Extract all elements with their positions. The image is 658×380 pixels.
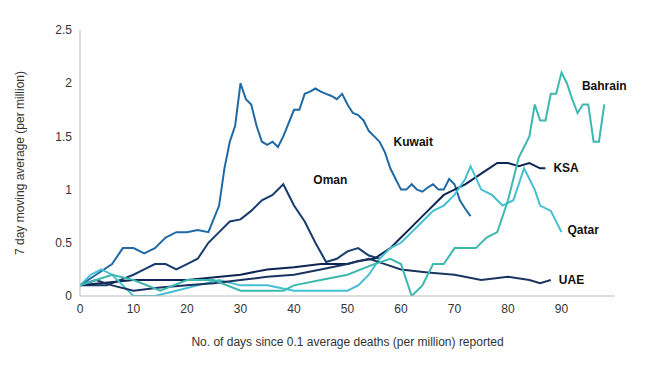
svg-text:1: 1 bbox=[65, 183, 72, 197]
svg-text:Kuwait: Kuwait bbox=[394, 135, 433, 149]
svg-text:Qatar: Qatar bbox=[568, 223, 600, 237]
svg-text:40: 40 bbox=[287, 302, 301, 316]
svg-text:20: 20 bbox=[180, 302, 194, 316]
svg-text:2.5: 2.5 bbox=[55, 23, 72, 37]
svg-text:0: 0 bbox=[65, 289, 72, 303]
svg-text:50: 50 bbox=[341, 302, 355, 316]
svg-text:0.5: 0.5 bbox=[55, 236, 72, 250]
svg-text:0: 0 bbox=[77, 302, 84, 316]
svg-text:KSA: KSA bbox=[553, 161, 579, 175]
svg-text:Oman: Oman bbox=[313, 173, 347, 187]
svg-text:90: 90 bbox=[555, 302, 569, 316]
svg-text:No. of days since 0.1 average: No. of days since 0.1 average deaths (pe… bbox=[191, 335, 503, 349]
svg-text:2: 2 bbox=[65, 76, 72, 90]
svg-text:UAE: UAE bbox=[559, 273, 584, 287]
svg-text:30: 30 bbox=[234, 302, 248, 316]
svg-text:70: 70 bbox=[448, 302, 462, 316]
svg-text:80: 80 bbox=[501, 302, 515, 316]
svg-text:1.5: 1.5 bbox=[55, 130, 72, 144]
svg-text:7 day moving average (per mill: 7 day moving average (per million) bbox=[13, 71, 27, 255]
svg-text:10: 10 bbox=[127, 302, 141, 316]
svg-text:60: 60 bbox=[394, 302, 408, 316]
svg-text:Bahrain: Bahrain bbox=[582, 79, 627, 93]
